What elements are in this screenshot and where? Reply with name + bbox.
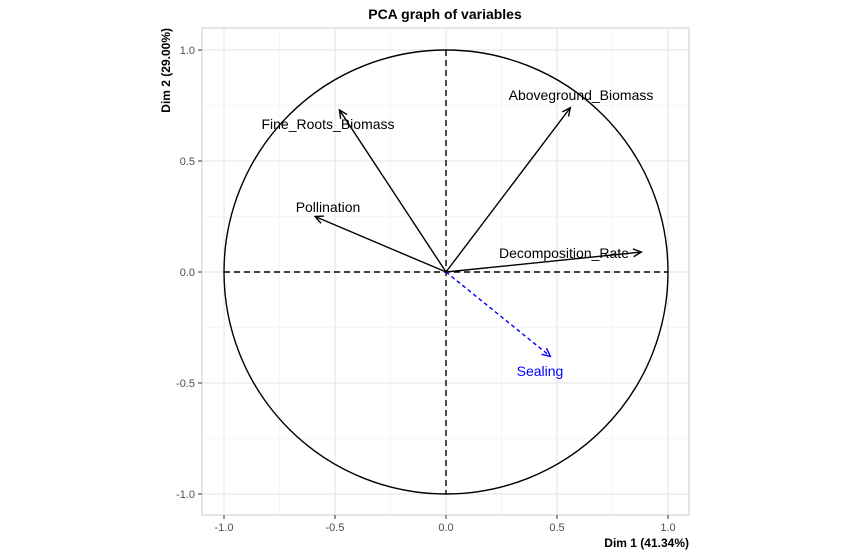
chart-title: PCA graph of variables xyxy=(368,6,522,22)
y-tick-label: -1.0 xyxy=(176,489,195,501)
variable-arrow-pollination: Pollination xyxy=(296,199,447,273)
arrow-shaft xyxy=(338,109,447,273)
y-tick-label: 0.5 xyxy=(180,156,195,168)
x-tick-label: 0.0 xyxy=(438,522,453,534)
variable-label: Sealing xyxy=(517,363,564,379)
variable-arrow-decomposition-rate: Decomposition_Rate xyxy=(445,245,643,273)
x-tick-label: 0.5 xyxy=(549,522,564,534)
variable-label: Aboveground_Biomass xyxy=(509,87,654,103)
y-tick-label: 0.0 xyxy=(180,267,195,279)
y-tick-label: -0.5 xyxy=(176,378,195,390)
variable-arrow-sealing: Sealing xyxy=(445,271,564,379)
variable-label: Decomposition_Rate xyxy=(499,245,629,261)
x-tick-label: -1.0 xyxy=(215,522,234,534)
variable-label: Fine_Roots_Biomass xyxy=(261,116,394,132)
arrow-head xyxy=(541,347,552,358)
x-tick-label: 1.0 xyxy=(660,522,675,534)
x-axis-title: Dim 1 (41.34%) xyxy=(604,536,689,550)
x-tick-label: -0.5 xyxy=(326,522,345,534)
y-axis-title: Dim 2 (29.00%) xyxy=(159,28,173,113)
arrow-shaft xyxy=(314,215,447,273)
arrow-head xyxy=(632,248,643,258)
variable-arrow-fine-roots-biomass: Fine_Roots_Biomass xyxy=(261,108,447,273)
variable-arrows: Aboveground_Biomass Fine_Roots_Biomass Pol… xyxy=(261,87,653,379)
variable-label: Pollination xyxy=(296,199,361,215)
x-axis-ticks: -1.0 -0.5 0.0 0.5 1.0 xyxy=(215,515,676,534)
arrow-head xyxy=(313,215,325,224)
arrow-shaft xyxy=(445,107,571,273)
y-tick-label: 1.0 xyxy=(180,45,195,57)
arrow-shaft xyxy=(445,251,642,273)
variable-arrow-aboveground-biomass: Aboveground_Biomass xyxy=(445,87,654,273)
arrow-head xyxy=(338,108,348,119)
arrow-shaft xyxy=(445,271,551,357)
arrow-head xyxy=(561,106,572,117)
y-axis-ticks: -1.0 -0.5 0.0 0.5 1.0 xyxy=(176,45,202,501)
